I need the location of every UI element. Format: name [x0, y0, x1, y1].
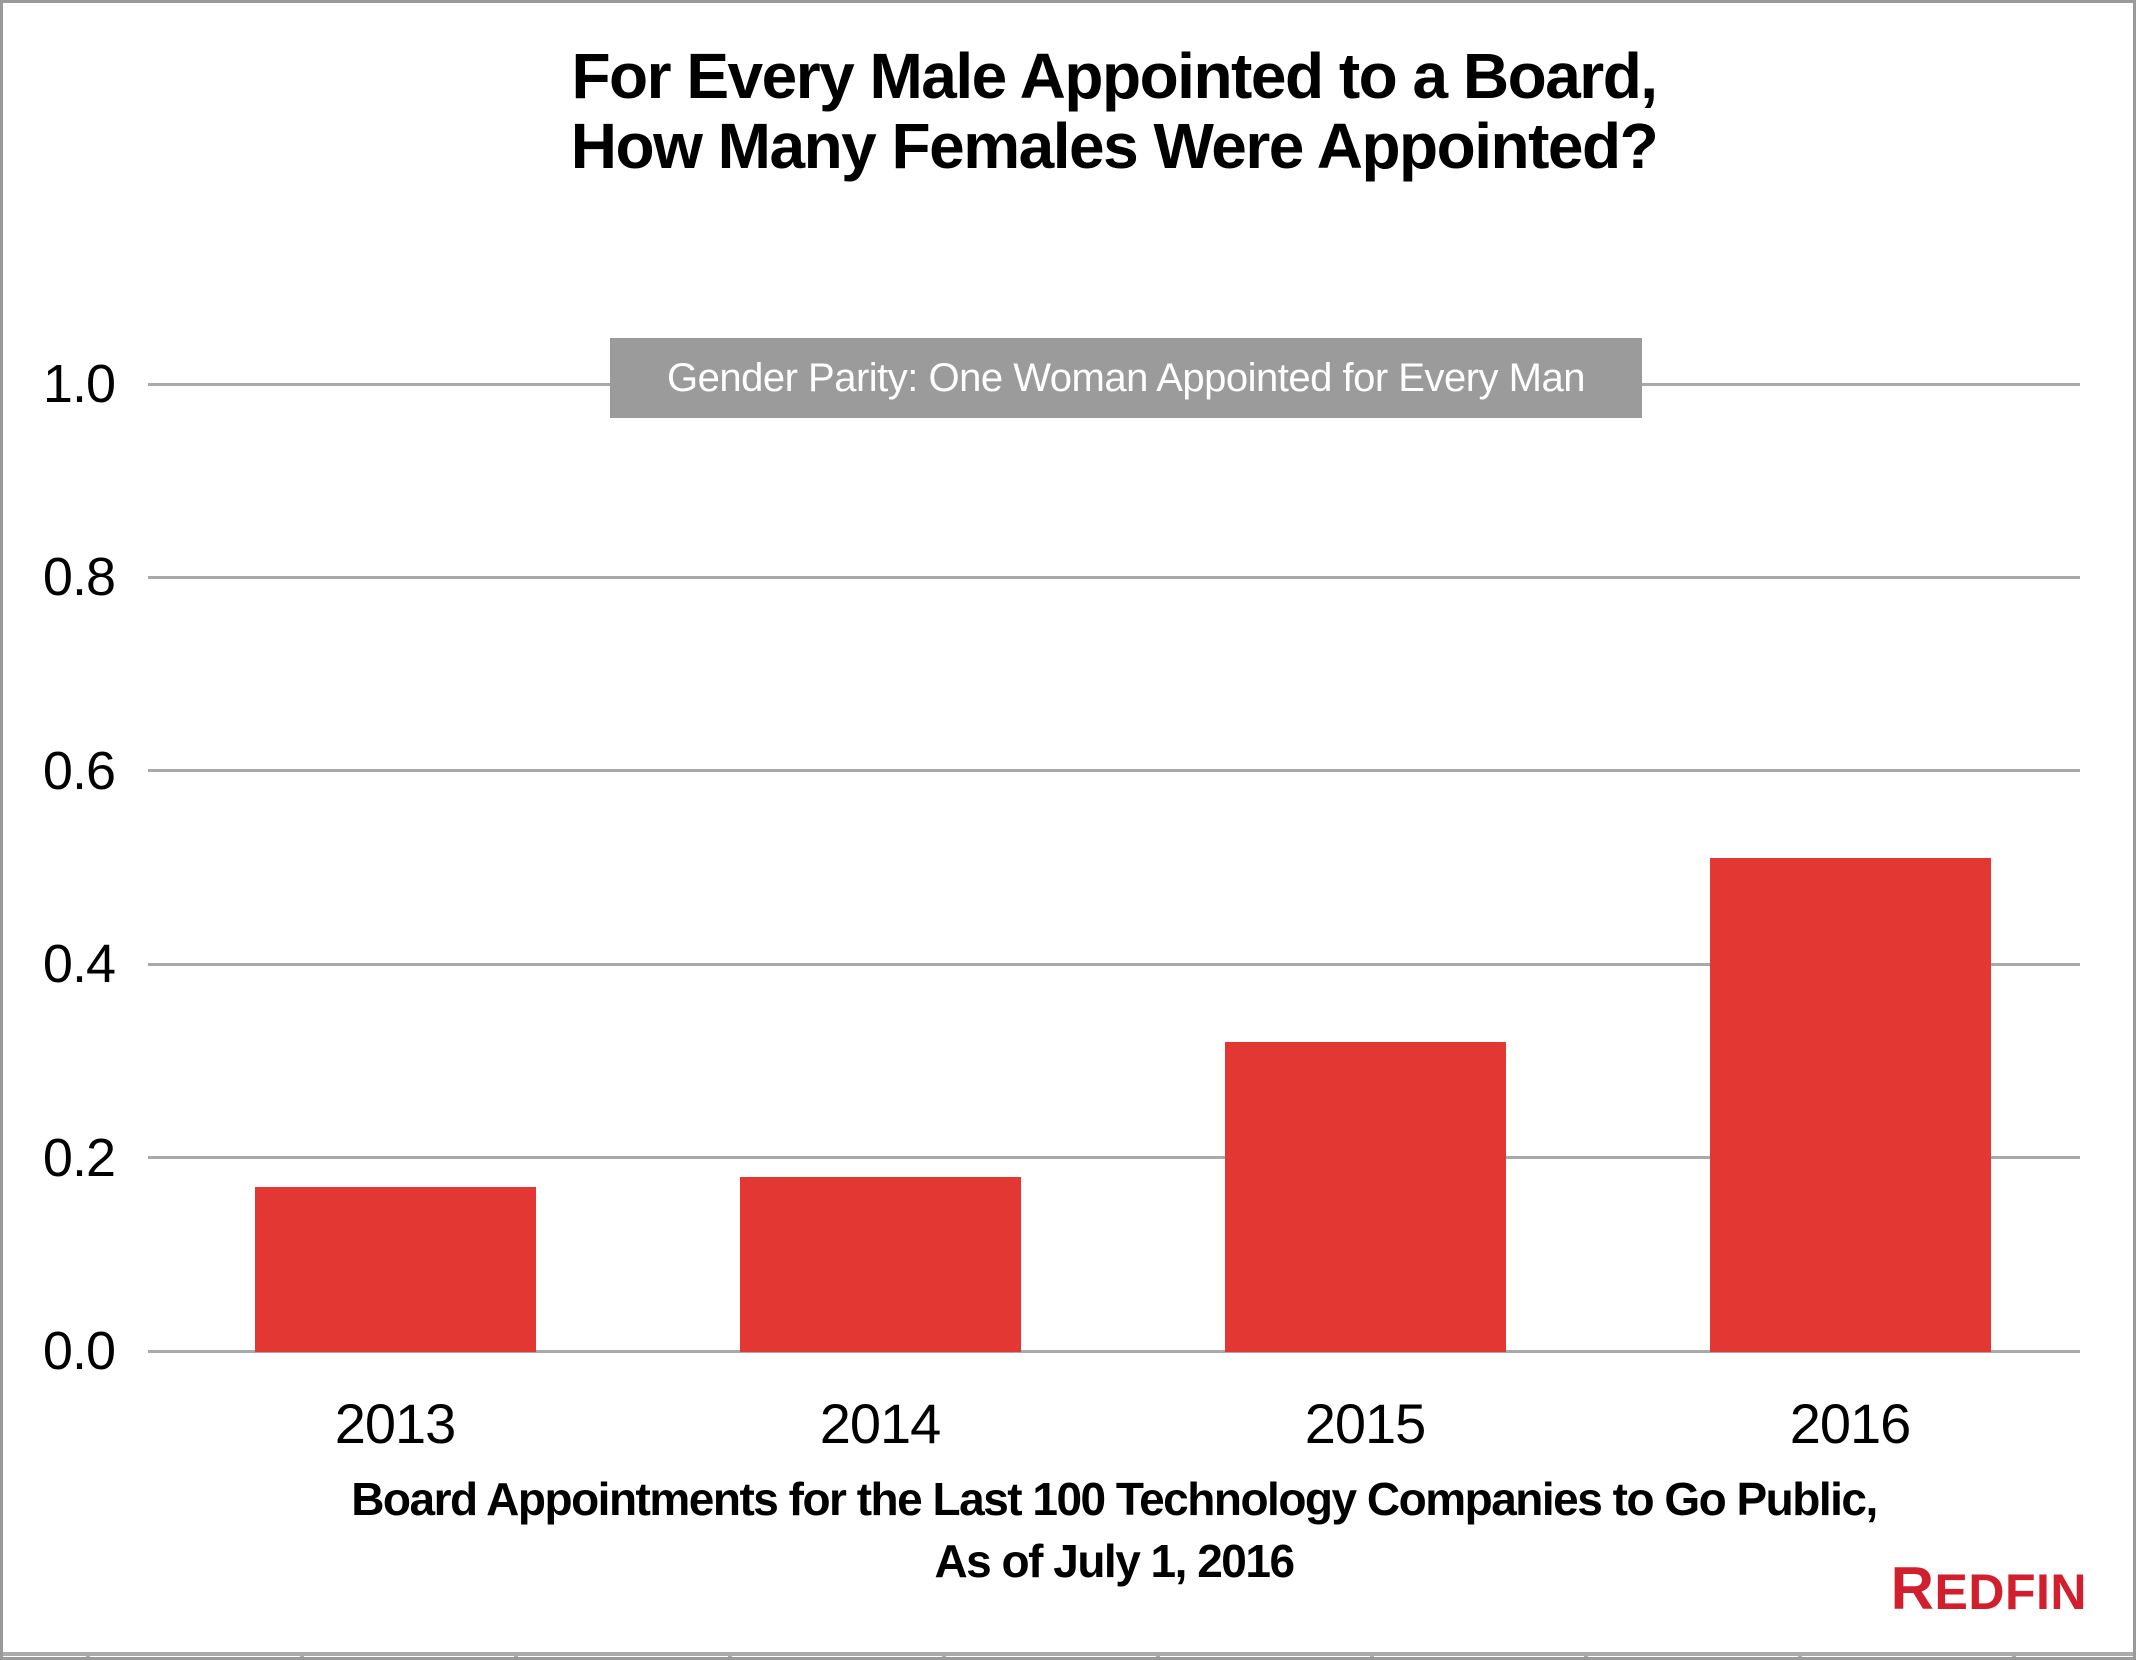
gridline-0.2 — [148, 1156, 2080, 1160]
x-axis-caption: Board Appointments for the Last 100 Tech… — [351, 1473, 1878, 1587]
bottom-axis-tick — [2012, 1653, 2016, 1657]
redfin-logo-first-letter: R — [1890, 1555, 1935, 1622]
redfin-logo-rest: EDFIN — [1934, 1564, 2087, 1620]
bottom-axis-tick — [300, 1653, 304, 1657]
bottom-axis-tick — [514, 1653, 518, 1657]
bottom-axis-tick — [1370, 1653, 1374, 1657]
redfin-logo: R EDFIN — [1875, 1559, 2087, 1629]
x-axis-label-2016: 2016 — [1789, 1392, 1912, 1455]
y-axis-tick-label-0.2: 0.2 — [42, 1127, 116, 1188]
bottom-axis-tick — [1584, 1653, 1588, 1657]
gridline-0.6 — [148, 769, 2080, 773]
y-axis-tick-label-1.0: 1.0 — [42, 354, 116, 414]
x-axis-label-2014: 2014 — [819, 1392, 942, 1455]
bottom-axis-tick — [942, 1653, 946, 1657]
gender-parity-annotation: Gender Parity: One Woman Appointed for E… — [610, 338, 1642, 418]
y-axis-tick-label-0.6: 0.6 — [42, 740, 116, 801]
x-axis-label-2013: 2013 — [334, 1392, 457, 1455]
y-axis-tick-label-0.8: 0.8 — [42, 547, 116, 608]
bar-2013 — [254, 1186, 536, 1352]
bar-2014 — [739, 1176, 1021, 1352]
bottom-axis-tick — [1156, 1653, 1160, 1657]
y-axis-tick-label-0.0: 0.0 — [42, 1321, 116, 1381]
chart-title: For Every Male Appointed to a Board, How… — [570, 40, 1659, 183]
gridline-0.4 — [148, 962, 2080, 966]
bottom-axis-tick — [1798, 1653, 1802, 1657]
gridline-0.8 — [148, 575, 2080, 579]
bar-2015 — [1224, 1041, 1506, 1352]
bottom-axis-edge — [3, 1652, 2133, 1656]
bottom-axis-tick — [728, 1653, 732, 1657]
x-axis-label-2015: 2015 — [1304, 1392, 1427, 1455]
bar-2016 — [1709, 857, 1991, 1352]
y-axis-tick-label-0.4: 0.4 — [42, 934, 116, 995]
bottom-axis-tick — [86, 1653, 90, 1657]
gender-parity-annotation-text: Gender Parity: One Woman Appointed for E… — [667, 355, 1585, 400]
gridline-0.0 — [148, 1349, 2080, 1353]
